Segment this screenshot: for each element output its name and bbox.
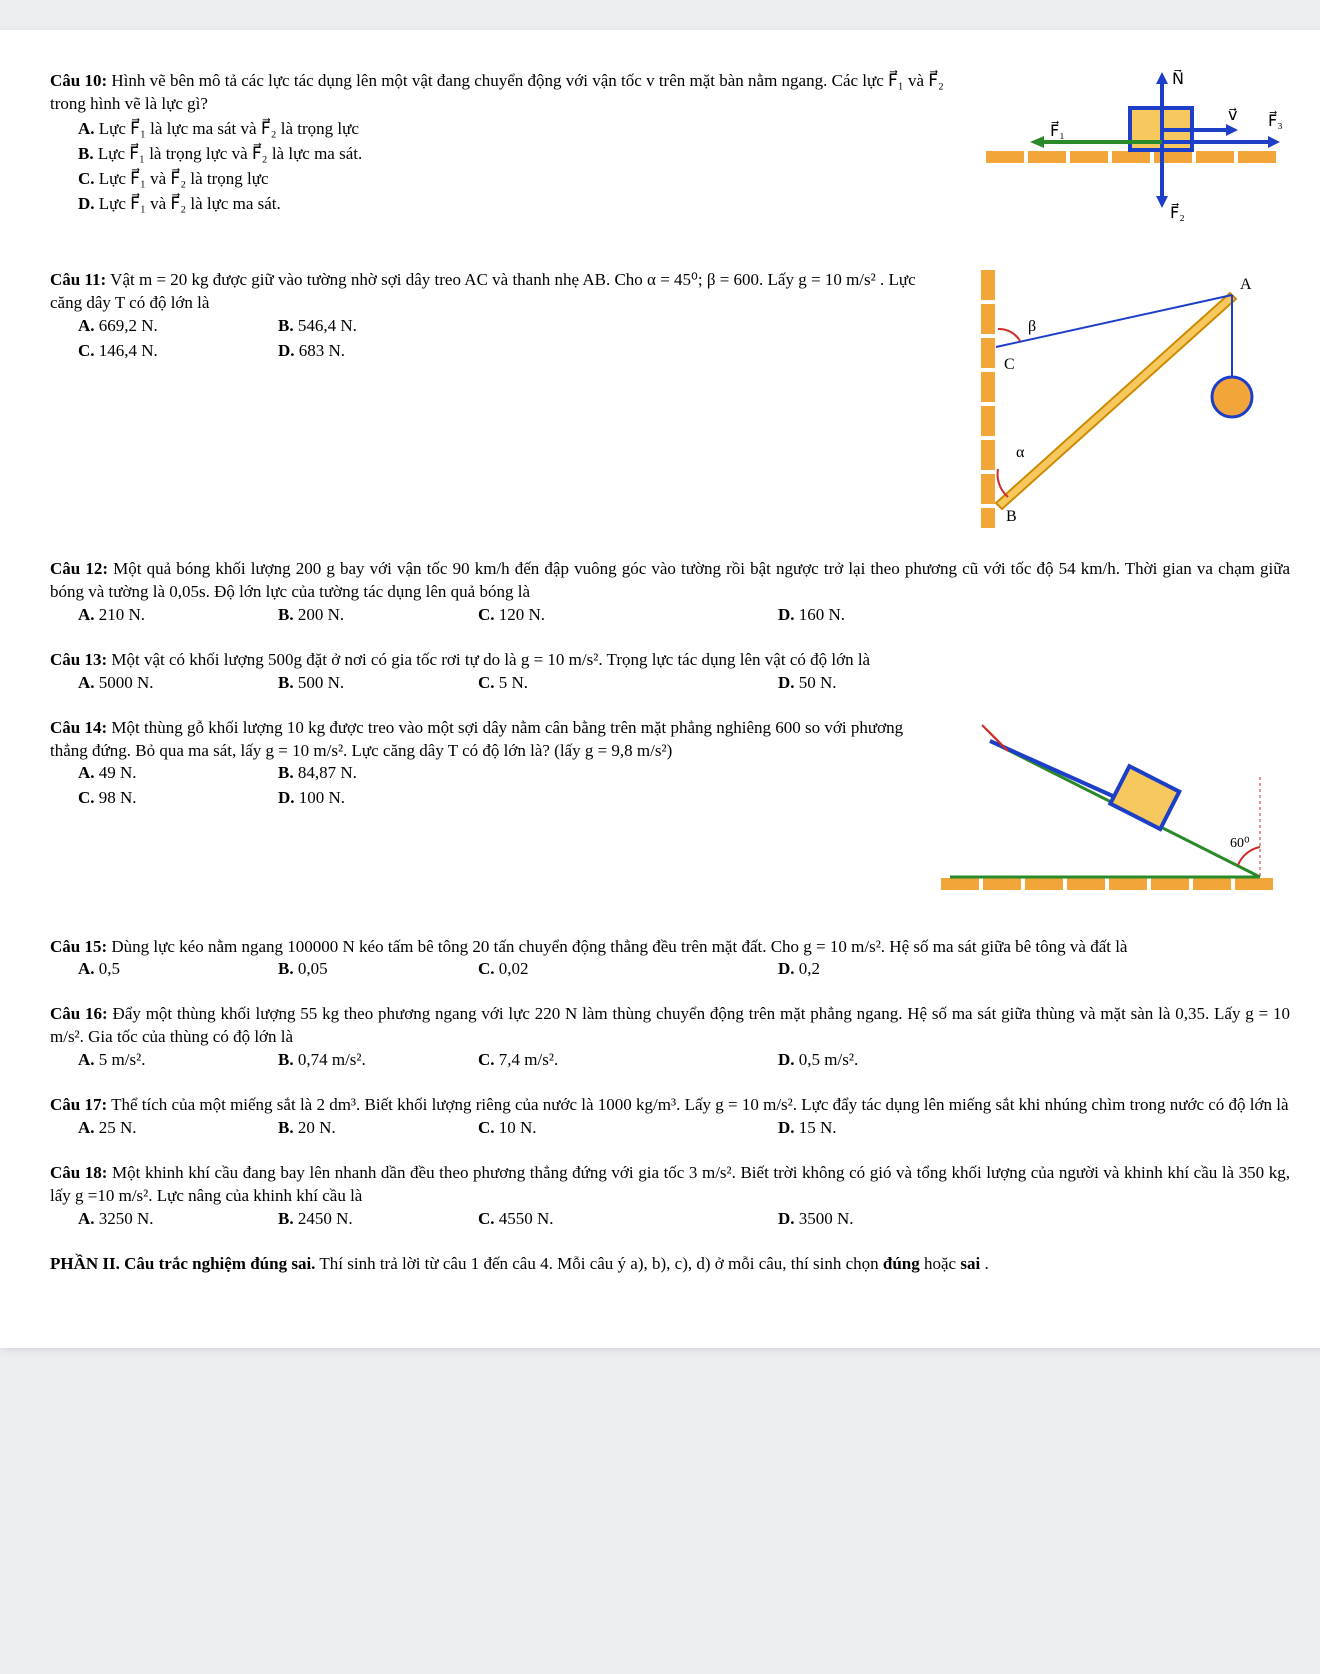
q12-text: Một quả bóng khối lượng 200 g bay với vậ… xyxy=(50,559,1290,601)
label-alpha: α xyxy=(1016,444,1025,461)
q10-opt-d[interactable]: D. Lực F⃗₁ và F⃗₂ là lực ma sát. xyxy=(50,193,960,216)
q15-opt-a[interactable]: A. 0,5 xyxy=(78,958,278,981)
question-18: Câu 18: Một khinh khí cầu đang bay lên n… xyxy=(50,1162,1290,1231)
q17-title: Câu 17: xyxy=(50,1095,107,1114)
q12-title: Câu 12: xyxy=(50,559,108,578)
part2-text3: . xyxy=(984,1254,988,1273)
q14-title: Câu 14: xyxy=(50,718,107,737)
q17-opt-d[interactable]: D. 15 N. xyxy=(778,1117,1078,1140)
q11-opt-a[interactable]: A. 669,2 N. xyxy=(78,315,278,338)
q10-opt-c[interactable]: C. Lực F⃗₁ và F⃗₂ là trọng lực xyxy=(50,168,960,191)
question-10: Câu 10: Hình vẽ bên mô tả các lực tác dụ… xyxy=(50,70,1290,247)
q12-opt-d[interactable]: D. 160 N. xyxy=(778,604,1078,627)
q16-opt-a[interactable]: A. 5 m/s². xyxy=(78,1049,278,1072)
q14-opt-c[interactable]: C. 98 N. xyxy=(78,787,278,810)
label-N: N⃗ xyxy=(1172,70,1184,88)
q11-figure: A B C α β xyxy=(970,269,1290,536)
q11-text: Vật m = 20 kg được giữ vào tường nhờ sợi… xyxy=(50,270,916,312)
part2-bold3: sai xyxy=(960,1254,980,1273)
q18-opt-d[interactable]: D. 3500 N. xyxy=(778,1208,1078,1231)
q16-opt-b[interactable]: B. 0,74 m/s². xyxy=(278,1049,478,1072)
q11-title: Câu 11: xyxy=(50,270,106,289)
q18-opt-b[interactable]: B. 2450 N. xyxy=(278,1208,478,1231)
q16-opt-d[interactable]: D. 0,5 m/s². xyxy=(778,1049,1078,1072)
q16-opt-c[interactable]: C. 7,4 m/s². xyxy=(478,1049,778,1072)
label-C: C xyxy=(1004,356,1015,373)
label-F1: F⃗₁ xyxy=(1050,120,1065,140)
q14-opt-d[interactable]: D. 100 N. xyxy=(278,787,478,810)
page: Câu 10: Hình vẽ bên mô tả các lực tác dụ… xyxy=(0,30,1320,1348)
q14-angle-label: 60⁰ xyxy=(1230,836,1250,851)
part-2-heading: PHẦN II. Câu trắc nghiệm đúng sai. Thí s… xyxy=(50,1253,1290,1276)
q11-opt-c[interactable]: C. 146,4 N. xyxy=(78,340,278,363)
q13-text: Một vật có khối lượng 500g đặt ở nơi có … xyxy=(111,650,870,669)
q12-opt-c[interactable]: C. 120 N. xyxy=(478,604,778,627)
q17-opt-b[interactable]: B. 20 N. xyxy=(278,1117,478,1140)
q14-opt-b[interactable]: B. 84,87 N. xyxy=(278,762,478,785)
q17-text: Thể tích của một miếng sắt là 2 dm³. Biế… xyxy=(111,1095,1288,1114)
q14-text: Một thùng gỗ khối lượng 10 kg được treo … xyxy=(50,718,903,760)
q10-figure: N⃗ v⃗ F⃗₃ F⃗₁ F⃗₂ xyxy=(980,70,1290,247)
q12-opt-b[interactable]: B. 200 N. xyxy=(278,604,478,627)
part2-bold2: đúng xyxy=(883,1254,920,1273)
label-beta: β xyxy=(1028,318,1036,335)
q18-text: Một khinh khí cầu đang bay lên nhanh dần… xyxy=(50,1163,1290,1205)
q17-opt-c[interactable]: C. 10 N. xyxy=(478,1117,778,1140)
label-F3: F⃗₃ xyxy=(1268,110,1283,130)
q15-text: Dùng lực kéo nằm ngang 100000 N kéo tấm … xyxy=(111,937,1127,956)
q10-opt-a[interactable]: A. Lực F⃗₁ là lực ma sát và F⃗₂ là trọng… xyxy=(50,118,960,141)
question-12: Câu 12: Một quả bóng khối lượng 200 g ba… xyxy=(50,558,1290,627)
label-B: B xyxy=(1006,508,1017,525)
q13-opt-b[interactable]: B. 500 N. xyxy=(278,672,478,695)
label-F2: F⃗₂ xyxy=(1170,202,1185,222)
q18-opt-a[interactable]: A. 3250 N. xyxy=(78,1208,278,1231)
q17-opt-a[interactable]: A. 25 N. xyxy=(78,1117,278,1140)
q16-title: Câu 16: xyxy=(50,1004,108,1023)
part2-text2: hoặc xyxy=(924,1254,960,1273)
q14-figure: 60⁰ xyxy=(930,717,1290,914)
part2-title: PHẦN II. Câu trắc nghiệm đúng sai. xyxy=(50,1254,315,1273)
q15-opt-c[interactable]: C. 0,02 xyxy=(478,958,778,981)
q12-opt-a[interactable]: A. 210 N. xyxy=(78,604,278,627)
q13-opt-c[interactable]: C. 5 N. xyxy=(478,672,778,695)
label-v: v⃗ xyxy=(1228,107,1237,124)
q13-opt-d[interactable]: D. 50 N. xyxy=(778,672,1078,695)
part2-text: Thí sinh trả lời từ câu 1 đến câu 4. Mỗi… xyxy=(319,1254,883,1273)
question-16: Câu 16: Đẩy một thùng khối lượng 55 kg t… xyxy=(50,1003,1290,1072)
q10-text: Hình vẽ bên mô tả các lực tác dụng lên m… xyxy=(50,71,944,113)
q16-text: Đẩy một thùng khối lượng 55 kg theo phươ… xyxy=(50,1004,1290,1046)
question-15: Câu 15: Dùng lực kéo nằm ngang 100000 N … xyxy=(50,936,1290,982)
q18-opt-c[interactable]: C. 4550 N. xyxy=(478,1208,778,1231)
q13-opt-a[interactable]: A. 5000 N. xyxy=(78,672,278,695)
q18-title: Câu 18: xyxy=(50,1163,107,1182)
question-14: Câu 14: Một thùng gỗ khối lượng 10 kg đư… xyxy=(50,717,1290,914)
q10-opt-b[interactable]: B. Lực F⃗₁ là trọng lực và F⃗₂ là lực ma… xyxy=(50,143,960,166)
q15-opt-b[interactable]: B. 0,05 xyxy=(278,958,478,981)
label-A: A xyxy=(1240,276,1252,293)
q11-opt-b[interactable]: B. 546,4 N. xyxy=(278,315,478,338)
question-11: Câu 11: Vật m = 20 kg được giữ vào tường… xyxy=(50,269,1290,536)
q14-opt-a[interactable]: A. 49 N. xyxy=(78,762,278,785)
q15-opt-d[interactable]: D. 0,2 xyxy=(778,958,1078,981)
q11-opt-d[interactable]: D. 683 N. xyxy=(278,340,478,363)
q13-title: Câu 13: xyxy=(50,650,107,669)
question-13: Câu 13: Một vật có khối lượng 500g đặt ở… xyxy=(50,649,1290,695)
question-17: Câu 17: Thể tích của một miếng sắt là 2 … xyxy=(50,1094,1290,1140)
q10-title: Câu 10: xyxy=(50,71,107,90)
q15-title: Câu 15: xyxy=(50,937,107,956)
